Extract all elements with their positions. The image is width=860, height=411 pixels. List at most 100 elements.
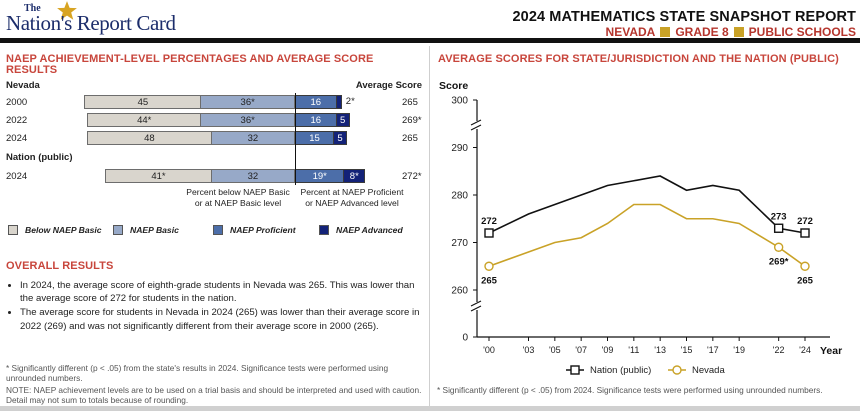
group-label-nation: Nation (public) bbox=[6, 152, 73, 163]
nevada-point-label: 265 bbox=[481, 275, 498, 286]
x-tick-label: '13 bbox=[654, 345, 666, 355]
left-footnote-note: NOTE: NAEP achievement levels are to be … bbox=[6, 385, 422, 406]
axis-caption-below-line1: Percent below NAEP Basic bbox=[186, 187, 290, 197]
bar-segment-basic: 32 bbox=[211, 169, 295, 183]
bar-value-label: 2* bbox=[345, 96, 355, 107]
x-tick-label: '11 bbox=[628, 345, 639, 355]
bar-segment-proficient: 16 bbox=[295, 113, 337, 127]
achievement-title-line2: RESULTS bbox=[6, 64, 58, 76]
x-tick-label: '09 bbox=[602, 345, 614, 355]
row-label: 2024 bbox=[6, 171, 28, 182]
bar-segment-advanced: 5 bbox=[336, 113, 350, 127]
bar-segment-advanced: 5 bbox=[334, 131, 347, 145]
nation-point-label: 272 bbox=[481, 216, 497, 227]
report-title: 2024 MATHEMATICS STATE SNAPSHOT REPORT bbox=[512, 9, 856, 25]
row-label: 2022 bbox=[6, 115, 28, 126]
y-tick-label: 270 bbox=[451, 238, 468, 249]
legend-swatch-basic bbox=[113, 225, 123, 235]
average-score-header: Average Score bbox=[355, 80, 422, 91]
average-score-value: 269* bbox=[402, 115, 422, 126]
legend-nevada-label: Nevada bbox=[692, 365, 725, 376]
list-item: In 2024, the average score of eighth-gra… bbox=[20, 279, 420, 305]
x-tick-label: '24 bbox=[799, 345, 811, 355]
bottom-rule bbox=[0, 406, 860, 411]
y-tick-label: 300 bbox=[451, 96, 468, 107]
grade-label: GRADE 8 bbox=[675, 25, 729, 39]
bar-segment-basic: 32 bbox=[211, 131, 295, 145]
legend-label: Below NAEP Basic bbox=[25, 225, 102, 235]
y-axis-title: Score bbox=[439, 80, 468, 92]
legend-label: NAEP Proficient bbox=[230, 225, 296, 235]
bar-segment-basic: 36* bbox=[201, 113, 295, 127]
axis-caption-below: Percent below NAEP Basic or at NAEP Basi… bbox=[183, 187, 293, 209]
y-tick-label: 290 bbox=[451, 143, 468, 154]
axis-caption-below-line2: or at NAEP Basic level bbox=[194, 198, 282, 208]
logo-text: Nation's Report Card bbox=[6, 11, 176, 35]
x-axis-title: Year bbox=[820, 345, 842, 357]
axis-caption-above: Percent at NAEP Proficient or NAEP Advan… bbox=[296, 187, 408, 209]
x-tick-label: '03 bbox=[523, 345, 535, 355]
achievement-bars: 45 36* 16 2* 265 44* 36* 16 5 269* 48 32 15 5 265 41* 32… bbox=[0, 0, 430, 200]
axis-break-mark bbox=[470, 124, 482, 131]
legend-label: NAEP Advanced bbox=[336, 225, 403, 235]
x-tick-label: '17 bbox=[707, 345, 719, 355]
list-item: The average score for students in Nevada… bbox=[20, 306, 420, 332]
bar-segment-proficient: 19* bbox=[295, 169, 345, 183]
achievement-section-title: NAEP ACHIEVEMENT-LEVEL PERCENTAGES AND A… bbox=[6, 53, 373, 76]
x-tick-label: '05 bbox=[549, 345, 561, 355]
separator-square-icon bbox=[660, 27, 671, 37]
legend-label: NAEP Basic bbox=[130, 225, 179, 235]
x-tick-label: '19 bbox=[733, 345, 745, 355]
legend-swatch-proficient bbox=[213, 225, 223, 235]
x-tick-label: '00 bbox=[483, 345, 495, 355]
axis-break-mark bbox=[470, 300, 482, 307]
legend-proficient: NAEP Proficient bbox=[213, 225, 296, 235]
overall-results-title: OVERALL RESULTS bbox=[6, 260, 114, 272]
nevada-series-line bbox=[488, 203, 806, 268]
right-footnote-significance: * Significantly different (p < .05) from… bbox=[437, 385, 823, 395]
x-tick-label: '22 bbox=[773, 345, 785, 355]
axis-break-mark bbox=[470, 119, 482, 126]
bar-segment-below-basic: 48 bbox=[87, 131, 212, 145]
separator-square-icon bbox=[733, 27, 744, 37]
legend-below-basic: Below NAEP Basic bbox=[8, 225, 102, 235]
left-footnote-significance: * Significantly different (p < .05) from… bbox=[6, 363, 389, 384]
nation-point-marker bbox=[773, 223, 784, 233]
average-score-value: 265 bbox=[402, 133, 418, 144]
bar-segment-below-basic: 45 bbox=[84, 95, 202, 109]
nevada-point-label: 269* bbox=[769, 256, 789, 267]
panel-divider bbox=[429, 46, 430, 408]
legend-advanced: NAEP Advanced bbox=[319, 225, 403, 235]
header-rule bbox=[0, 38, 860, 43]
axis-caption-above-line2: or NAEP Advanced level bbox=[305, 198, 399, 208]
nation-point-label: 272 bbox=[797, 216, 813, 227]
achievement-title-line1: NAEP ACHIEVEMENT-LEVEL PERCENTAGES AND A… bbox=[6, 53, 374, 65]
legend-swatch-advanced bbox=[319, 225, 329, 235]
axis-break-gap bbox=[472, 302, 482, 310]
school-type-label: PUBLIC SCHOOLS bbox=[748, 25, 856, 39]
nevada-point-label: 265 bbox=[797, 275, 814, 286]
nation-point-marker bbox=[484, 228, 494, 238]
bar-segment-advanced bbox=[336, 95, 342, 109]
overall-results-list: In 2024, the average score of eighth-gra… bbox=[6, 279, 420, 334]
nevada-point-marker bbox=[800, 261, 810, 271]
axis-caption-above-line1: Percent at NAEP Proficient bbox=[300, 187, 404, 197]
legend-swatch-below-basic bbox=[8, 225, 18, 235]
bar-zero-line bbox=[295, 93, 297, 185]
state-name: NEVADA bbox=[605, 25, 656, 39]
nation-point-marker bbox=[800, 228, 810, 238]
nevada-point-marker bbox=[773, 242, 784, 252]
legend-nation-label: Nation (public) bbox=[590, 365, 651, 376]
legend-basic: NAEP Basic bbox=[113, 225, 179, 235]
x-tick-label: '15 bbox=[681, 345, 693, 355]
bar-segment-below-basic: 41* bbox=[105, 169, 212, 183]
row-label: 2024 bbox=[6, 133, 28, 144]
bar-segment-below-basic: 44* bbox=[87, 113, 202, 127]
y-tick-label: 260 bbox=[451, 286, 468, 297]
bar-segment-proficient: 15 bbox=[295, 131, 334, 145]
legend-nevada-marker bbox=[672, 365, 682, 375]
bar-segment-proficient: 16 bbox=[295, 95, 337, 109]
trend-section-title: AVERAGE SCORES FOR STATE/JURISDICTION AN… bbox=[438, 53, 839, 65]
row-label: 2000 bbox=[6, 97, 28, 108]
nevada-point-marker bbox=[484, 261, 494, 271]
